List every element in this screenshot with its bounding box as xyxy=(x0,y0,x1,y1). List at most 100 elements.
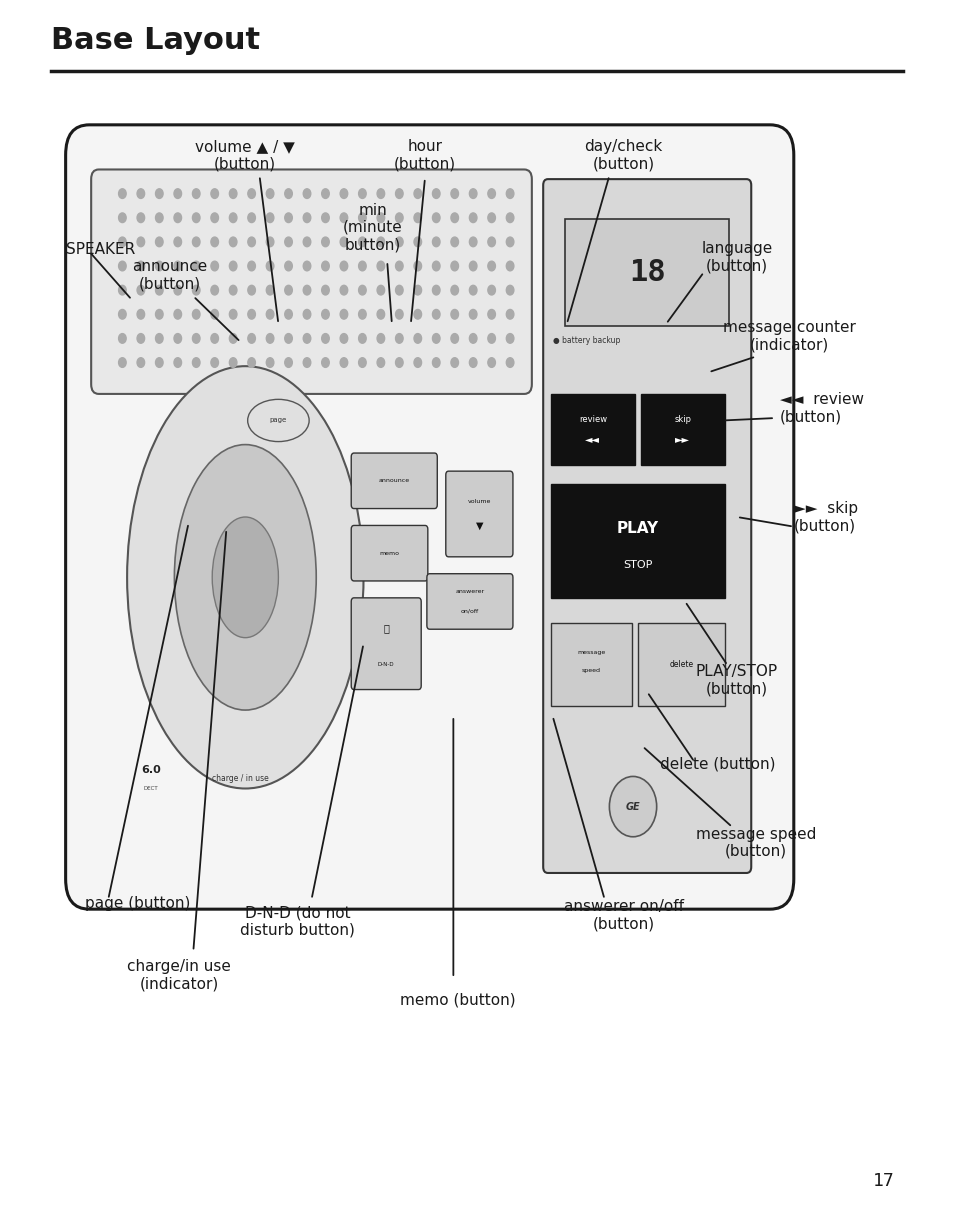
Circle shape xyxy=(229,357,236,367)
Circle shape xyxy=(155,237,163,247)
Circle shape xyxy=(118,357,126,367)
Text: charge/in use
(indicator): charge/in use (indicator) xyxy=(127,960,231,991)
Text: ◄◄  review
(button): ◄◄ review (button) xyxy=(779,392,862,424)
Circle shape xyxy=(118,261,126,271)
Circle shape xyxy=(451,261,458,271)
Circle shape xyxy=(211,213,218,222)
Circle shape xyxy=(340,188,347,198)
Text: hour
(button): hour (button) xyxy=(394,139,456,171)
Circle shape xyxy=(451,334,458,344)
Circle shape xyxy=(248,261,255,271)
Circle shape xyxy=(303,286,311,295)
Circle shape xyxy=(155,334,163,344)
Circle shape xyxy=(321,357,329,367)
Circle shape xyxy=(340,261,347,271)
Circle shape xyxy=(193,237,200,247)
Circle shape xyxy=(395,261,403,271)
Circle shape xyxy=(284,310,292,320)
Circle shape xyxy=(487,357,495,367)
Text: delete: delete xyxy=(668,660,693,669)
Circle shape xyxy=(321,310,329,320)
Circle shape xyxy=(340,237,347,247)
Circle shape xyxy=(414,188,421,198)
Circle shape xyxy=(395,213,403,222)
Circle shape xyxy=(451,357,458,367)
Circle shape xyxy=(506,334,514,344)
Circle shape xyxy=(432,357,439,367)
Circle shape xyxy=(173,237,181,247)
Circle shape xyxy=(137,237,145,247)
Circle shape xyxy=(118,213,126,222)
Text: PLAY/STOP
(button): PLAY/STOP (button) xyxy=(696,663,778,696)
Circle shape xyxy=(395,286,403,295)
Circle shape xyxy=(506,310,514,320)
Circle shape xyxy=(229,310,236,320)
Circle shape xyxy=(358,261,366,271)
Circle shape xyxy=(414,286,421,295)
FancyBboxPatch shape xyxy=(91,169,531,394)
Circle shape xyxy=(487,310,495,320)
FancyBboxPatch shape xyxy=(638,623,724,706)
Circle shape xyxy=(193,213,200,222)
Circle shape xyxy=(266,237,274,247)
Text: SPEAKER: SPEAKER xyxy=(66,242,134,256)
Circle shape xyxy=(137,261,145,271)
Ellipse shape xyxy=(174,445,315,710)
FancyBboxPatch shape xyxy=(550,485,724,598)
Circle shape xyxy=(432,334,439,344)
Circle shape xyxy=(248,310,255,320)
Circle shape xyxy=(376,261,384,271)
Circle shape xyxy=(229,286,236,295)
Text: message: message xyxy=(577,650,605,655)
Circle shape xyxy=(137,286,145,295)
Circle shape xyxy=(193,261,200,271)
Text: page (button): page (button) xyxy=(85,895,190,910)
Text: D-N-D (do not
disturb button): D-N-D (do not disturb button) xyxy=(239,905,355,938)
Circle shape xyxy=(487,237,495,247)
Text: language
(button): language (button) xyxy=(700,242,772,273)
Circle shape xyxy=(284,334,292,344)
Circle shape xyxy=(155,213,163,222)
Circle shape xyxy=(609,776,656,837)
Circle shape xyxy=(137,357,145,367)
Circle shape xyxy=(118,310,126,320)
Circle shape xyxy=(321,286,329,295)
Circle shape xyxy=(193,286,200,295)
Circle shape xyxy=(358,334,366,344)
Circle shape xyxy=(303,357,311,367)
Text: ►►  skip
(button): ►► skip (button) xyxy=(793,501,857,533)
Text: announce
(button): announce (button) xyxy=(132,260,207,292)
Circle shape xyxy=(414,357,421,367)
Circle shape xyxy=(266,357,274,367)
Circle shape xyxy=(284,286,292,295)
Circle shape xyxy=(118,334,126,344)
Circle shape xyxy=(284,188,292,198)
Text: 17: 17 xyxy=(872,1171,894,1189)
Text: delete (button): delete (button) xyxy=(659,757,775,772)
Circle shape xyxy=(340,310,347,320)
Circle shape xyxy=(155,188,163,198)
Circle shape xyxy=(487,286,495,295)
Circle shape xyxy=(229,213,236,222)
FancyBboxPatch shape xyxy=(445,471,513,556)
Text: 18: 18 xyxy=(628,258,665,287)
Circle shape xyxy=(414,213,421,222)
Circle shape xyxy=(469,188,476,198)
Text: on/off: on/off xyxy=(460,609,478,614)
Circle shape xyxy=(376,286,384,295)
Circle shape xyxy=(284,261,292,271)
Text: charge / in use: charge / in use xyxy=(212,774,269,784)
Text: skip: skip xyxy=(674,416,691,424)
FancyBboxPatch shape xyxy=(351,598,421,690)
Circle shape xyxy=(506,237,514,247)
FancyBboxPatch shape xyxy=(542,179,750,872)
Circle shape xyxy=(303,261,311,271)
Circle shape xyxy=(469,357,476,367)
Circle shape xyxy=(211,310,218,320)
Circle shape xyxy=(211,334,218,344)
Circle shape xyxy=(193,310,200,320)
Circle shape xyxy=(358,286,366,295)
Circle shape xyxy=(266,286,274,295)
Text: ␇: ␇ xyxy=(383,623,389,633)
Circle shape xyxy=(395,237,403,247)
